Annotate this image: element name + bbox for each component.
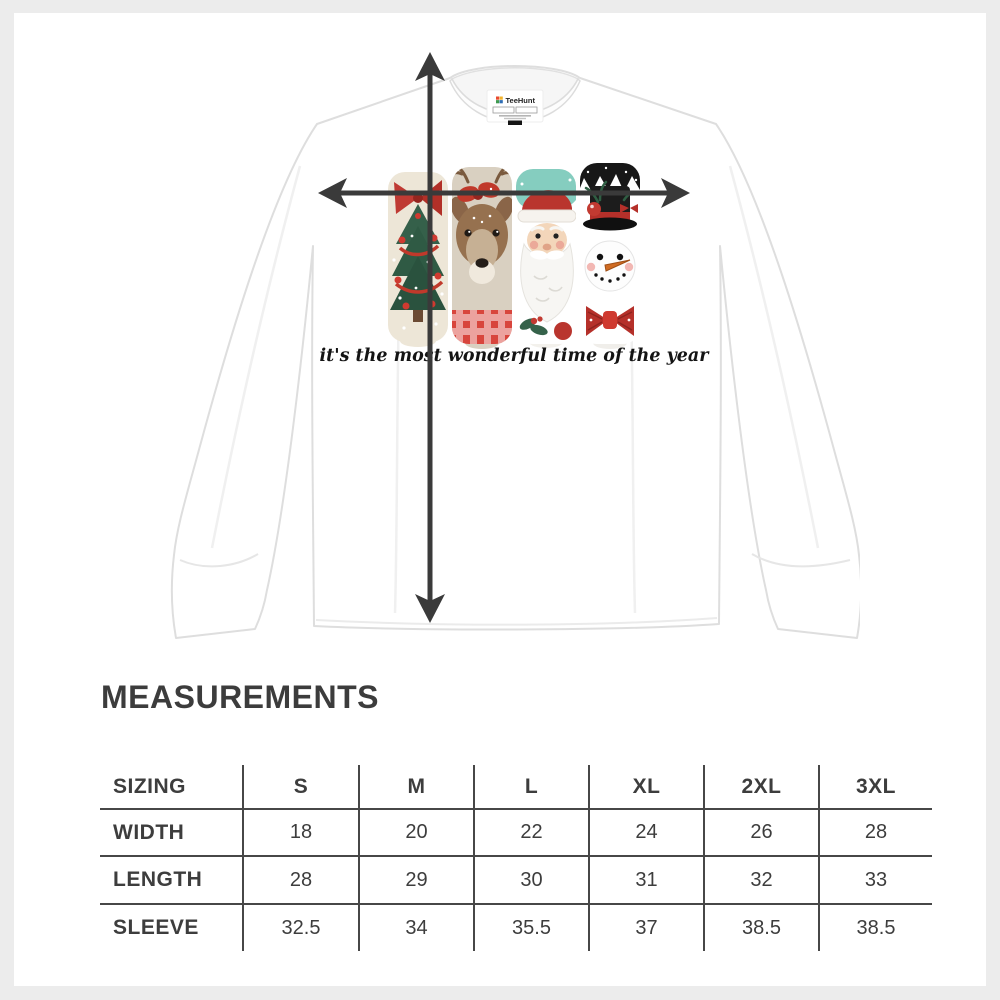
table-cell: 24	[590, 810, 705, 857]
table-cell: 32.5	[244, 905, 360, 951]
shirt-body: TeeHunt	[170, 65, 860, 639]
table-cell: 34	[360, 905, 475, 951]
size-table-header-xl: XL	[590, 765, 705, 810]
santa-mitten	[554, 322, 572, 340]
table-cell: 35.5	[475, 905, 590, 951]
arrow-right-icon	[661, 178, 690, 208]
content-card: TeeHunt	[14, 13, 986, 986]
size-table-row-label-sleeve: SLEEVE	[100, 905, 244, 951]
length-arrow	[415, 52, 445, 623]
brand-neck-label: TeeHunt	[486, 89, 544, 125]
hem-seam	[315, 617, 718, 626]
table-cell: 38.5	[856, 916, 896, 939]
care-tag-box-right	[515, 106, 538, 114]
care-text-line	[499, 115, 531, 117]
size-table-row-label-width: WIDTH	[100, 810, 244, 857]
table-cell: 28	[244, 857, 360, 905]
measurements-title: MEASUREMENTS	[101, 679, 380, 715]
table-cell: 37	[590, 905, 705, 951]
table-cell: 33	[820, 857, 932, 905]
table-cell: 18	[244, 810, 360, 857]
size-chip	[508, 120, 522, 125]
arrow-left-icon	[318, 178, 347, 208]
arrow-up-icon	[415, 52, 445, 81]
table-cell: 20	[360, 810, 475, 857]
design-caption-text: it's the most wonderful time of the year	[320, 346, 711, 366]
gingham-scarf	[452, 310, 512, 344]
arrow-down-icon	[415, 594, 445, 623]
christmas-tree-art	[388, 172, 448, 342]
care-tag-box-left	[492, 106, 515, 114]
table-cell: 31	[590, 857, 705, 905]
measurement-arrows	[318, 52, 690, 623]
table-cell: 22	[475, 810, 590, 857]
right-cuff-seam	[751, 553, 851, 568]
table-cell: 29	[360, 857, 475, 905]
santa-art	[516, 169, 576, 344]
reindeer-art	[452, 167, 512, 344]
christmas-design: it's the most wonderful time of the year	[320, 163, 711, 366]
size-table-row-label-length: LENGTH	[100, 857, 244, 905]
size-table-header-sizing: SIZING	[100, 765, 244, 810]
width-arrow	[318, 178, 690, 208]
shirt-mockup: TeeHunt	[170, 52, 860, 639]
holly-sprig	[519, 316, 548, 336]
snowman-art	[580, 163, 640, 344]
table-cell: 26	[705, 810, 820, 857]
left-cuff-seam	[179, 553, 259, 568]
brand-label-text: TeeHunt	[506, 96, 536, 105]
care-text-line	[504, 117, 526, 120]
size-table: SIZING S M L XL 2XL 3XL WIDTH 18 20 22 2…	[100, 765, 932, 951]
brand-logo-icon	[496, 96, 503, 104]
table-cell: 32	[705, 857, 820, 905]
table-cell: 38.5	[705, 905, 820, 951]
size-table-header-s: S	[244, 765, 360, 810]
snowman-bowtie	[586, 306, 634, 336]
size-table-header-m: M	[360, 765, 475, 810]
size-table-header-3xl: 3XL	[820, 765, 932, 810]
size-table-header-2xl: 2XL	[705, 765, 820, 810]
table-cell: 30	[475, 857, 590, 905]
table-cell: 28	[820, 810, 932, 857]
size-table-header-l: L	[475, 765, 590, 810]
